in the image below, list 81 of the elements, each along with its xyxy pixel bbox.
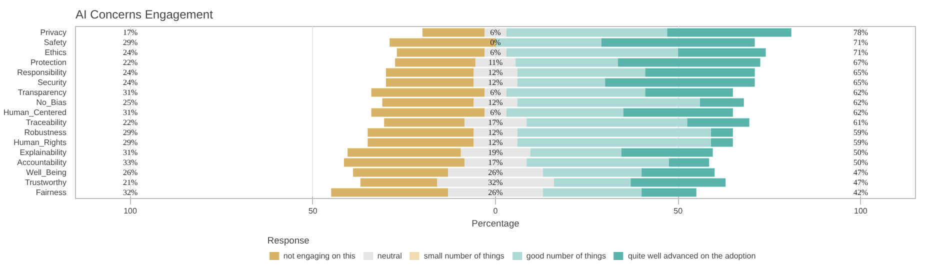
annotation: 0%	[490, 38, 502, 47]
annotation: 50%	[853, 158, 868, 167]
annotation: 29%	[122, 138, 138, 147]
annotation: 61%	[853, 118, 868, 127]
x-tick-label: 50	[674, 206, 684, 216]
y-tick-label: Explainability	[20, 148, 67, 157]
annotation: 50%	[853, 148, 868, 157]
y-tick-label: Responsibility	[17, 68, 67, 77]
annotation: 6%	[490, 48, 502, 57]
annotation: 71%	[853, 48, 868, 57]
x-tick-label: 100	[124, 206, 138, 216]
annotation: 62%	[853, 98, 868, 107]
annotation: 33%	[122, 158, 138, 167]
annotation: 6%	[490, 108, 502, 117]
annotation: 24%	[122, 48, 138, 57]
y-tick-label: Well_Being	[26, 168, 67, 177]
annotation: 31%	[122, 88, 138, 97]
y-tick-label: Human_Centered	[3, 108, 67, 117]
y-tick-label: Human_Rights	[14, 138, 67, 147]
annotation: 19%	[488, 148, 504, 157]
annotation: 71%	[853, 38, 868, 47]
legend-title: Response	[267, 236, 310, 246]
y-tick-label: Traceability	[26, 118, 67, 127]
annotation: 12%	[488, 138, 504, 147]
annotation: 42%	[853, 188, 868, 197]
y-tick-label: Privacy	[40, 28, 67, 37]
annotation: 62%	[853, 108, 868, 117]
annotation: 67%	[853, 58, 868, 67]
y-tick-label: Accountability	[17, 158, 66, 167]
annotation: 29%	[122, 128, 138, 137]
legend-label: quite well advanced on the adoption	[628, 250, 756, 260]
x-axis-title: Percentage	[472, 218, 520, 228]
annotation: 25%	[122, 98, 138, 107]
annotation: 62%	[853, 88, 868, 97]
annotation: 31%	[122, 148, 138, 157]
y-tick-label: Transparency	[18, 88, 67, 97]
annotation: 26%	[488, 188, 504, 197]
annotation: 6%	[490, 28, 502, 37]
annotation: 17%	[488, 118, 504, 127]
annotation: 24%	[122, 68, 138, 77]
annotation: 32%	[488, 178, 504, 187]
annotation: 12%	[488, 128, 504, 137]
x-tick-label: 50	[308, 206, 318, 216]
annotation: 6%	[490, 88, 502, 97]
annotation: 65%	[853, 78, 868, 87]
annotation: 47%	[853, 168, 868, 177]
x-tick-label: 100	[854, 206, 868, 216]
y-tick-label: Safety	[44, 38, 67, 47]
legend-label: neutral	[377, 250, 402, 260]
y-tick-label: Fairness	[36, 188, 67, 197]
y-tick-label: Trustworthy	[25, 178, 67, 187]
annotation: 26%	[488, 168, 504, 177]
y-tick-label: Robustness	[24, 128, 67, 137]
annotation: 12%	[488, 68, 504, 77]
y-tick-label: Ethics	[44, 48, 67, 57]
annotation: 31%	[122, 108, 138, 117]
y-tick-label: No_Bias	[36, 98, 67, 107]
annotation: 11%	[488, 58, 504, 67]
y-tick-label: Protection	[30, 58, 67, 67]
annotation: 17%	[488, 158, 504, 167]
annotation: 59%	[853, 138, 868, 147]
annotation: 78%	[853, 28, 868, 37]
annotation: 12%	[488, 98, 504, 107]
annotation: 22%	[122, 58, 138, 67]
legend-label: not engaging on this	[283, 250, 356, 260]
annotation: 65%	[853, 68, 868, 77]
annotation: 32%	[122, 188, 138, 197]
annotation: 22%	[122, 118, 138, 127]
annotation: 47%	[853, 178, 868, 187]
annotation: 59%	[853, 128, 868, 137]
annotation: 29%	[122, 38, 138, 47]
annotation: 21%	[122, 178, 138, 187]
chart-title: AI Concerns Engagement	[76, 8, 214, 22]
annotation: 24%	[122, 78, 138, 87]
y-tick-label: Security	[38, 78, 67, 87]
annotation: 12%	[488, 78, 504, 87]
legend-label: good number of things	[526, 250, 606, 260]
legend-label: small number of things	[424, 250, 504, 260]
annotation: 26%	[122, 168, 138, 177]
x-tick-label: 0	[493, 206, 498, 216]
annotation: 17%	[122, 28, 138, 37]
